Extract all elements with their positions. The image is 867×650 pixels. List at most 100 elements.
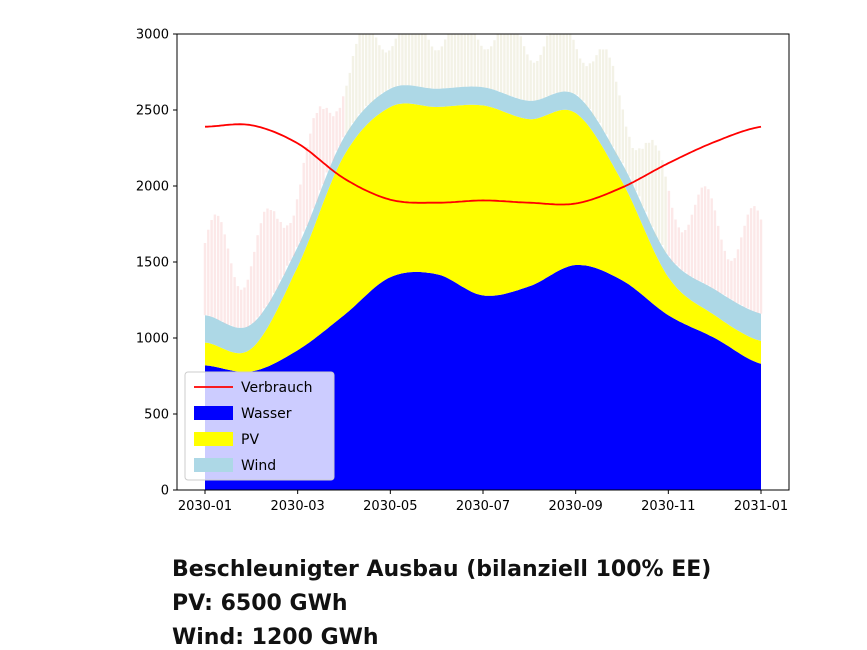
variability-bar [644, 142, 648, 212]
variability-bar [378, 45, 381, 97]
variability-bar [486, 49, 490, 88]
variability-bar [414, 34, 417, 87]
variability-bar [240, 289, 243, 328]
legend-box [184, 371, 335, 481]
variability-bar [437, 50, 440, 89]
variability-bar [233, 277, 236, 328]
variability-bar [460, 34, 463, 87]
variability-bar [328, 112, 332, 167]
variability-bar [611, 65, 615, 147]
y-tick-label: 1000 [136, 332, 169, 347]
variability-bar [519, 36, 522, 100]
variability-bar [700, 187, 703, 282]
variability-bar [720, 239, 723, 294]
variability-bar [332, 116, 335, 162]
variability-bar [697, 194, 700, 281]
variability-bar [318, 106, 322, 191]
variability-bar [226, 248, 230, 325]
variability-bar [703, 186, 707, 285]
variability-bar [506, 34, 509, 96]
variability-bar [325, 107, 328, 173]
variability-bar [618, 95, 621, 160]
x-tick-label: 2030-03 [271, 499, 325, 514]
variability-bar [374, 37, 378, 98]
variability-bar [651, 139, 654, 227]
variability-bar [335, 111, 338, 151]
variability-bar [546, 35, 549, 97]
variability-bar [526, 54, 529, 101]
variability-bar [740, 237, 743, 305]
variability-bar [516, 34, 519, 99]
variability-bar [756, 210, 759, 313]
variability-bar [661, 160, 664, 245]
variability-bar [404, 34, 407, 86]
variability-bar [634, 150, 638, 192]
variability-bar [759, 219, 763, 314]
variability-bar [292, 215, 295, 257]
variability-bar [394, 38, 397, 87]
variability-bar [628, 136, 631, 177]
variability-bar [684, 230, 687, 273]
variability-bar [338, 107, 342, 146]
variability-bar [246, 279, 249, 327]
variability-bar [272, 211, 276, 293]
variability-bar [348, 72, 351, 130]
variability-bar [638, 148, 641, 197]
variability-bar [707, 189, 710, 286]
variability-bar [598, 49, 601, 123]
x-tick-label: 2030-01 [178, 499, 232, 514]
variability-bar [631, 148, 634, 187]
variability-bar [263, 211, 266, 309]
legend-label-wasser: Wasser [241, 406, 292, 422]
variability-bar [286, 225, 289, 266]
variability-bar [657, 150, 661, 241]
variability-bar [256, 235, 259, 318]
legend-label-wind: Wind [241, 458, 276, 474]
area-wasser [205, 265, 761, 490]
variability-bar [249, 266, 253, 325]
variability-bar [463, 34, 467, 87]
y-tick-label: 1500 [136, 256, 169, 271]
variability-bar [299, 184, 302, 242]
caption-scenario: Beschleunigter Ausbau (bilanziell 100% E… [172, 557, 712, 582]
variability-bar [726, 259, 730, 299]
variability-bar [269, 210, 272, 302]
variability-bar [713, 210, 717, 290]
variability-bar [470, 34, 473, 87]
variability-bar [440, 46, 444, 89]
variability-bar [361, 34, 365, 112]
variability-bar [509, 34, 513, 97]
variability-bar [295, 199, 299, 247]
variability-bar [539, 54, 542, 99]
variability-bar [746, 214, 749, 309]
legend-label-pv: PV [241, 432, 259, 448]
variability-bar [694, 204, 697, 280]
variability-bar [453, 34, 457, 88]
variability-bar [733, 258, 736, 303]
variability-bar [624, 126, 628, 172]
variability-bar [207, 229, 210, 316]
variability-bar [230, 263, 233, 326]
variability-bar [690, 214, 694, 277]
variability-bar [282, 227, 286, 276]
variability-bar [542, 46, 546, 99]
variability-bar [621, 109, 624, 164]
variability-bar [490, 46, 493, 90]
variability-bar [565, 34, 569, 92]
variability-bar [572, 39, 575, 94]
variability-bar [391, 46, 394, 88]
legend: Verbrauch Wasser PV Wind [184, 371, 335, 481]
plot-frame [176, 33, 790, 491]
x-tick-label: 2030-11 [641, 499, 695, 514]
y-axis: 0 500 1000 1500 2000 2500 3000 [136, 28, 177, 499]
variability-bar [493, 40, 496, 90]
variability-bar [522, 46, 526, 101]
variability-bar [536, 61, 539, 101]
variability-bar [529, 60, 532, 101]
legend-label-verbrauch: Verbrauch [241, 380, 313, 396]
variability-bar [578, 58, 582, 99]
variability-bar [674, 219, 677, 265]
variability-bar [210, 220, 213, 317]
variability-bar [575, 49, 578, 95]
variability-overlay [203, 34, 763, 328]
